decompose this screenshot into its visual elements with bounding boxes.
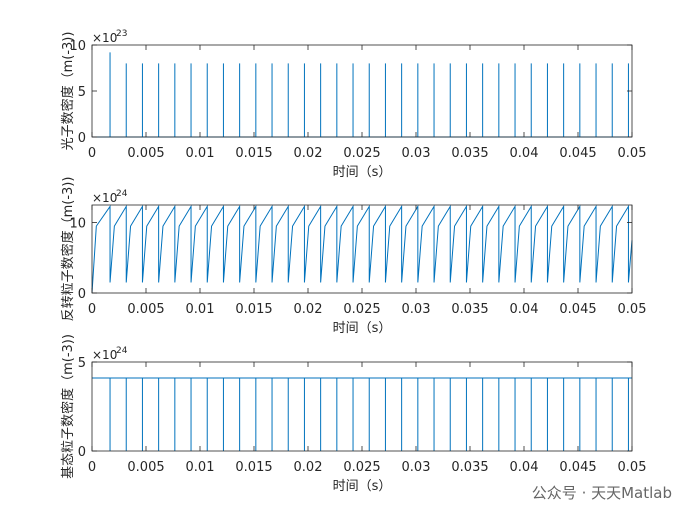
x-tick-label: 0.005 (127, 460, 164, 475)
x-tick-label: 0.005 (127, 302, 164, 317)
y-tick-label: 5 (78, 356, 86, 371)
x-tick-label: 0.035 (451, 460, 488, 475)
multiplier-exponent: 23 (116, 29, 127, 39)
x-tick-label: 0.02 (294, 302, 323, 317)
x-tick-label: 0.04 (510, 302, 539, 317)
x-tick-label: 0.05 (618, 302, 647, 317)
x-tick-label: 0.02 (294, 146, 323, 161)
y-tick-label: 10 (69, 39, 86, 54)
multiplier-exponent: 24 (116, 189, 128, 199)
x-tick-label: 0.04 (510, 146, 539, 161)
x-tick-label: 0.05 (618, 146, 647, 161)
x-tick-label: 0.035 (451, 146, 488, 161)
y-tick-label: 5 (78, 85, 86, 100)
multiplier-base: ×10 (92, 191, 117, 205)
y-axis-label: 反转粒子数密度（m(-3)) (60, 177, 76, 322)
y-tick-label: 0 (78, 131, 86, 146)
y-axis-label: 基态粒子数密度（m(-3)) (60, 334, 76, 479)
y-tick-label: 10 (69, 217, 86, 232)
x-tick-label: 0 (88, 460, 96, 475)
x-tick-label: 0.015 (235, 146, 272, 161)
x-tick-label: 0.025 (343, 460, 380, 475)
x-tick-label: 0 (88, 302, 96, 317)
x-tick-label: 0.03 (402, 460, 431, 475)
x-tick-label: 0.015 (235, 460, 272, 475)
x-tick-label: 0.015 (235, 302, 272, 317)
x-tick-label: 0.05 (618, 460, 647, 475)
y-axis-label: 光子数密度（m(-3)) (60, 32, 76, 151)
x-tick-label: 0.01 (186, 460, 215, 475)
multiplier-base: ×10 (92, 31, 117, 45)
x-axis-label: 时间（s） (333, 321, 392, 336)
y-tick-label: 0 (78, 287, 86, 302)
x-tick-label: 0.02 (294, 460, 323, 475)
x-tick-label: 0.01 (186, 302, 215, 317)
x-tick-label: 0.035 (451, 302, 488, 317)
x-tick-label: 0.045 (559, 460, 596, 475)
x-tick-label: 0.01 (186, 146, 215, 161)
line (91, 204, 633, 294)
x-tick-label: 0.005 (127, 146, 164, 161)
x-tick-label: 0.03 (402, 146, 431, 161)
x-axis-label: 时间（s） (333, 165, 392, 180)
multiplier-base: ×10 (92, 348, 117, 362)
x-axis-label: 时间（s） (333, 479, 392, 494)
x-tick-label: 0.03 (402, 302, 431, 317)
multiplier-exponent: 24 (116, 346, 128, 356)
x-tick-label: 0 (88, 146, 96, 161)
x-tick-label: 0.045 (559, 302, 596, 317)
x-tick-label: 0.025 (343, 146, 380, 161)
y-tick-label: 0 (78, 445, 86, 460)
watermark: 公众号 · 天天Matlab (532, 484, 672, 502)
x-tick-label: 0.025 (343, 302, 380, 317)
x-tick-label: 0.045 (559, 146, 596, 161)
x-tick-label: 0.04 (510, 460, 539, 475)
